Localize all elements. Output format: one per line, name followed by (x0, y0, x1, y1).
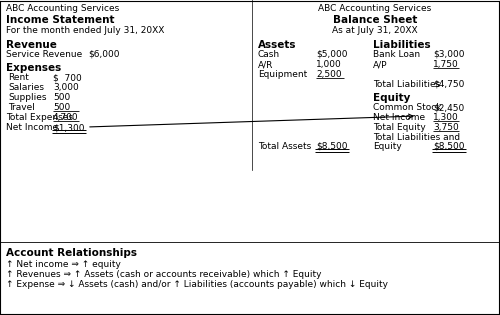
Text: Service Revenue: Service Revenue (6, 50, 82, 59)
Text: Salaries: Salaries (8, 83, 44, 92)
Text: Balance Sheet: Balance Sheet (333, 15, 417, 25)
Text: 500: 500 (53, 103, 70, 112)
Text: Liabilities: Liabilities (373, 40, 430, 50)
Text: 2,500: 2,500 (316, 70, 342, 79)
Text: 500: 500 (53, 93, 70, 102)
Text: 1,300: 1,300 (433, 113, 459, 122)
Text: $8,500: $8,500 (316, 142, 348, 151)
Text: 4,700: 4,700 (53, 113, 78, 122)
Text: Cash: Cash (258, 50, 280, 59)
Text: $8,500: $8,500 (433, 142, 464, 151)
Text: 1,750: 1,750 (433, 60, 459, 69)
Text: 3,750: 3,750 (433, 123, 459, 132)
Text: Income Statement: Income Statement (6, 15, 114, 25)
Text: Bank Loan: Bank Loan (373, 50, 420, 59)
Text: $4,750: $4,750 (433, 80, 464, 89)
Text: $2,450: $2,450 (433, 103, 464, 112)
Text: Expenses: Expenses (6, 63, 61, 73)
Text: Total Liabilities: Total Liabilities (373, 80, 440, 89)
Text: $6,000: $6,000 (88, 50, 120, 59)
Text: Total Expenses: Total Expenses (6, 113, 73, 122)
Text: Supplies: Supplies (8, 93, 46, 102)
Text: Total Liabilities and: Total Liabilities and (373, 133, 460, 142)
Text: $5,000: $5,000 (316, 50, 348, 59)
Text: A/P: A/P (373, 60, 388, 69)
Text: As at July 31, 20XX: As at July 31, 20XX (332, 26, 418, 35)
Text: ABC Accounting Services: ABC Accounting Services (318, 4, 432, 13)
Text: Equity: Equity (373, 93, 410, 103)
Text: $3,000: $3,000 (433, 50, 464, 59)
Text: For the month ended July 31, 20XX: For the month ended July 31, 20XX (6, 26, 164, 35)
Text: ↑ Net income ⇒ ↑ equity: ↑ Net income ⇒ ↑ equity (6, 260, 121, 269)
Text: 3,000: 3,000 (53, 83, 79, 92)
Text: A/R: A/R (258, 60, 274, 69)
Text: Travel: Travel (8, 103, 35, 112)
Text: Total Equity: Total Equity (373, 123, 426, 132)
Text: Common Stock: Common Stock (373, 103, 442, 112)
Text: Total Assets: Total Assets (258, 142, 311, 151)
Text: Revenue: Revenue (6, 40, 57, 50)
Text: Equity: Equity (373, 142, 402, 151)
Text: $  700: $ 700 (53, 73, 82, 82)
Text: $1,300: $1,300 (53, 123, 84, 132)
Text: Net Income: Net Income (373, 113, 425, 122)
Text: Equipment: Equipment (258, 70, 307, 79)
Text: ABC Accounting Services: ABC Accounting Services (6, 4, 119, 13)
Text: ↑ Expense ⇒ ↓ Assets (cash) and/or ↑ Liabilities (accounts payable) which ↓ Equi: ↑ Expense ⇒ ↓ Assets (cash) and/or ↑ Lia… (6, 280, 388, 289)
Text: Account Relationships: Account Relationships (6, 248, 137, 258)
Text: Assets: Assets (258, 40, 296, 50)
Text: 1,000: 1,000 (316, 60, 342, 69)
Text: Net Income: Net Income (6, 123, 58, 132)
Text: ↑ Revenues ⇒ ↑ Assets (cash or accounts receivable) which ↑ Equity: ↑ Revenues ⇒ ↑ Assets (cash or accounts … (6, 270, 322, 279)
Text: Rent: Rent (8, 73, 29, 82)
